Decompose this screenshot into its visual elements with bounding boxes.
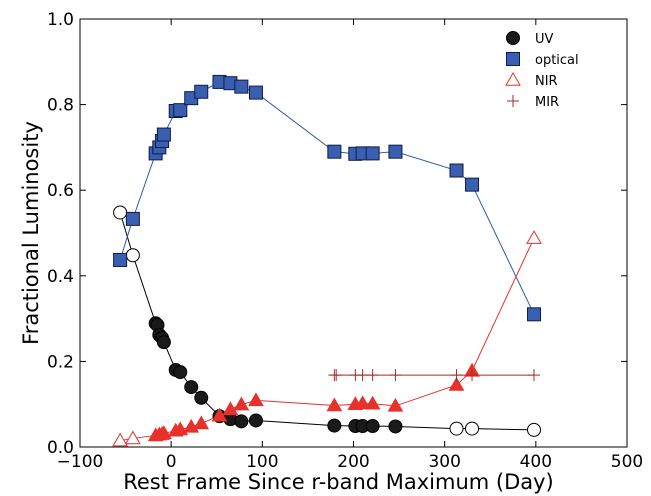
x-tick-label: 400	[520, 452, 552, 472]
legend-label: MIR	[535, 95, 559, 110]
data-point	[465, 177, 480, 192]
data-point	[527, 422, 542, 437]
x-tick-label: 0	[166, 452, 177, 472]
data-point	[156, 425, 172, 440]
y-tick-label: 0.6	[47, 181, 74, 201]
data-point	[365, 146, 380, 161]
data-point	[125, 430, 141, 445]
data-point	[194, 84, 209, 99]
data-point	[327, 418, 342, 433]
legend-item-nir: NIR	[505, 71, 558, 89]
data-point	[156, 335, 171, 350]
y-tick-label: 0.4	[47, 267, 74, 287]
y-axis: 0.0 0.2 0.4 0.6 0.8 1.0	[47, 10, 627, 458]
data-point	[330, 369, 343, 382]
data-point	[248, 413, 263, 428]
data-point	[466, 369, 479, 382]
series-mir-points	[328, 369, 541, 382]
legend-item-uv: UV	[506, 31, 554, 47]
x-tick-label: 100	[246, 452, 278, 472]
data-point	[449, 421, 464, 436]
x-tick-label: 500	[611, 452, 643, 472]
data-point	[327, 144, 342, 159]
y-tick-label: 0.8	[47, 96, 74, 116]
y-axis-label: Fractional Luminosity	[19, 121, 43, 345]
data-point	[233, 396, 250, 411]
data-point	[326, 397, 343, 412]
data-point	[388, 419, 403, 434]
data-point	[528, 369, 541, 382]
x-axis: −100 0 100 200 300 400 500	[57, 19, 643, 472]
series-markers	[112, 74, 542, 447]
data-point	[125, 211, 140, 226]
x-tick-label: 200	[337, 452, 369, 472]
data-point	[184, 380, 199, 395]
series-line-uv	[119, 212, 535, 431]
data-point	[387, 397, 404, 412]
y-tick-label: 1.0	[47, 10, 74, 30]
x-axis-label: Rest Frame Since r-band Maximum (Day)	[123, 470, 554, 494]
plot-area: −100 0 100 200 300 400 500 0.0 0.2 0.4 0.6 0.8 1.0	[47, 10, 643, 472]
y-tick-label: 0.0	[47, 438, 74, 458]
data-point	[125, 248, 140, 263]
data-point	[356, 369, 369, 382]
legend-marker	[506, 31, 520, 45]
data-point	[234, 414, 249, 429]
data-point	[156, 127, 171, 142]
x-tick-label: 300	[428, 452, 460, 472]
data-point	[354, 395, 371, 410]
legend-marker	[505, 71, 521, 86]
legend-label: NIR	[535, 74, 558, 89]
data-point	[449, 163, 464, 178]
data-point	[113, 252, 128, 267]
data-point	[388, 144, 403, 159]
series-line-nir	[120, 237, 535, 442]
legend-label: optical	[535, 53, 579, 68]
data-point	[248, 392, 264, 407]
data-point	[526, 230, 542, 244]
data-point	[248, 85, 263, 100]
legend-item-optical: optical	[506, 52, 579, 68]
series-uv-points	[113, 205, 542, 437]
data-point	[527, 307, 542, 322]
data-point	[448, 376, 465, 391]
data-point	[234, 79, 249, 94]
data-point	[173, 365, 188, 380]
data-point	[465, 421, 480, 436]
legend: UV optical NIR MIR	[505, 31, 579, 110]
legend-label: UV	[535, 32, 554, 47]
data-point	[222, 401, 239, 416]
data-point	[389, 369, 402, 382]
data-point	[365, 419, 380, 434]
series-nir-points	[112, 230, 542, 447]
series-lines	[119, 81, 535, 442]
data-point	[113, 205, 128, 220]
legend-marker	[507, 95, 519, 107]
data-point	[366, 369, 379, 382]
x-tick-label: −100	[57, 452, 104, 472]
data-point	[172, 421, 189, 436]
legend-marker	[506, 52, 520, 66]
legend-item-mir: MIR	[507, 95, 559, 110]
data-point	[450, 369, 463, 382]
data-point	[112, 432, 128, 447]
data-point	[193, 415, 210, 430]
series-optical-points	[113, 74, 542, 322]
data-point	[194, 390, 209, 405]
data-point	[173, 103, 188, 118]
y-tick-label: 0.2	[47, 352, 74, 372]
data-point	[364, 395, 381, 410]
